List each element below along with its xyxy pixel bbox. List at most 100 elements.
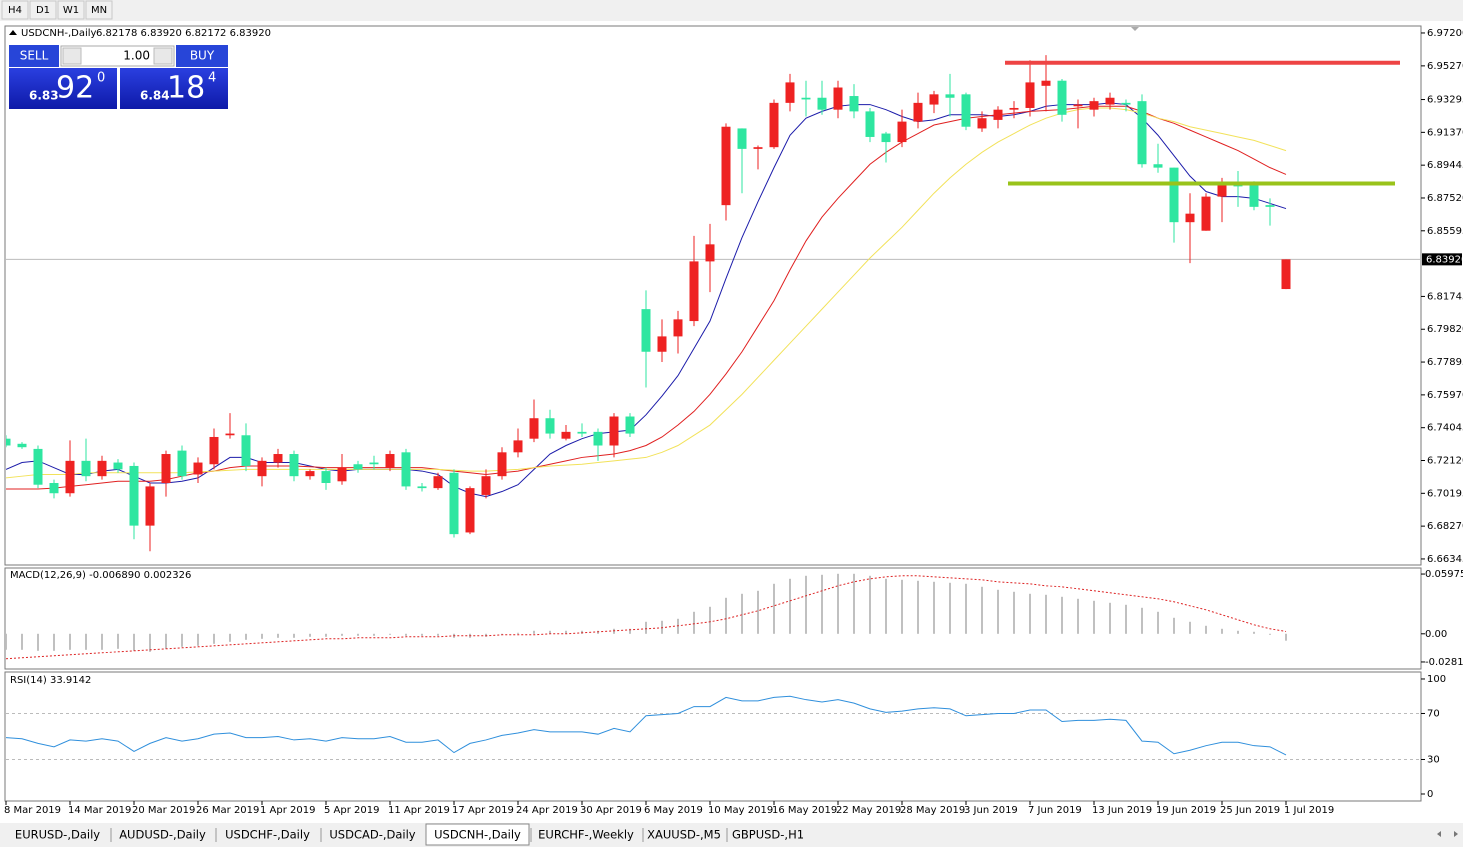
timeframe-label[interactable]: H4	[8, 5, 22, 16]
tab-label[interactable]: USDCAD-,Daily	[329, 828, 415, 842]
tab[interactable]	[6, 826, 109, 844]
ask-box[interactable]	[120, 68, 228, 109]
candle-body	[1137, 101, 1147, 165]
timeframe-label[interactable]: MN	[91, 5, 107, 16]
sell-button[interactable]	[9, 45, 59, 67]
current-price-box	[1422, 253, 1462, 266]
y-tick-label: 0.00	[1425, 629, 1447, 640]
ask-big[interactable]: 6.84	[140, 89, 170, 103]
tab-label[interactable]: AUDUSD-,Daily	[119, 828, 206, 842]
x-tick-label: 22 May 2019	[836, 805, 901, 816]
candle-body	[737, 128, 747, 149]
candle-body	[1089, 101, 1099, 110]
candle-body	[81, 460, 91, 477]
tab[interactable]	[321, 826, 424, 844]
candle-body	[1185, 213, 1195, 223]
x-tick-label: 20 Mar 2019	[132, 805, 195, 816]
current-price-label: 6.83920	[1426, 254, 1463, 265]
bid-big[interactable]: 6.83	[29, 89, 59, 103]
candle-body	[849, 96, 859, 112]
y-tick-label: 6.93295	[1427, 95, 1463, 106]
y-tick-label: 6.72120	[1427, 456, 1463, 467]
y-tick-label: -0.02816	[1425, 657, 1463, 668]
y-tick-label: 6.66345	[1427, 554, 1463, 565]
symbol-title: USDCNH-,Daily	[21, 28, 97, 39]
ask-main[interactable]: 18	[167, 71, 205, 106]
macd-signal	[6, 575, 1287, 660]
candle-body	[641, 309, 651, 352]
candle-body	[593, 431, 603, 446]
candle-body	[1121, 102, 1131, 105]
rsi-label: RSI(14) 33.9142	[10, 675, 91, 686]
x-tick-label: 16 May 2019	[772, 805, 837, 816]
candle-body	[241, 435, 251, 466]
candle-body	[513, 440, 523, 453]
y-tick-label: 30	[1427, 754, 1440, 765]
candle-body	[401, 452, 411, 487]
buy-label[interactable]: BUY	[190, 49, 215, 63]
x-tick-label: 14 Mar 2019	[68, 805, 131, 816]
x-tick-label: 11 Apr 2019	[388, 805, 450, 816]
timeframe-label[interactable]: W1	[63, 5, 79, 16]
lot-input[interactable]	[60, 45, 175, 67]
candle-body	[561, 431, 571, 439]
buy-button[interactable]	[176, 45, 228, 67]
timeframe-button[interactable]	[85, 0, 113, 20]
candle-body	[609, 416, 619, 446]
x-tick-label: 6 May 2019	[644, 805, 703, 816]
ask-pip[interactable]: 4	[208, 71, 216, 86]
candle-body	[913, 102, 923, 122]
y-tick-label: 6.68270	[1427, 521, 1463, 532]
lot-value[interactable]: 1.00	[123, 49, 150, 63]
rsi-line	[6, 695, 1287, 756]
tab-label[interactable]: USDCHF-,Daily	[225, 828, 310, 842]
x-tick-label: 19 Jun 2019	[1156, 805, 1216, 816]
candle-body	[657, 336, 667, 352]
timeframe-button[interactable]	[1, 0, 29, 20]
lot-up[interactable]	[153, 47, 173, 65]
candle-body	[113, 462, 123, 470]
tab-label[interactable]: XAUUSD-,M5	[647, 828, 721, 842]
tab-label[interactable]: GBPUSD-,H1	[732, 828, 804, 842]
bid-box[interactable]	[9, 68, 117, 109]
tab-label[interactable]: EURCHF-,Weekly	[538, 828, 634, 842]
candle-body	[977, 118, 987, 129]
tab[interactable]	[727, 826, 809, 844]
tab[interactable]	[111, 826, 214, 844]
x-tick-label: 1 Jul 2019	[1284, 805, 1334, 816]
lot-down[interactable]	[62, 47, 82, 65]
tab-label[interactable]: USDCNH-,Daily	[434, 828, 521, 842]
x-tick-label: 24 Apr 2019	[516, 805, 578, 816]
candle-body	[769, 102, 779, 148]
x-tick-label: 8 Mar 2019	[4, 805, 61, 816]
y-tick-label: 6.70195	[1427, 488, 1463, 499]
candle-body	[753, 147, 763, 149]
timeframe-button[interactable]	[57, 0, 85, 20]
candle-body	[193, 462, 203, 475]
tab[interactable]	[216, 826, 319, 844]
tab[interactable]	[643, 826, 725, 844]
sell-label[interactable]: SELL	[20, 49, 49, 63]
candle-body	[1265, 205, 1275, 207]
candle-body	[273, 454, 283, 463]
candle-body	[1281, 259, 1291, 290]
bid-main[interactable]: 92	[56, 71, 94, 106]
timeframe-button[interactable]	[29, 0, 57, 20]
candle-body	[529, 418, 539, 439]
candle-body	[161, 454, 171, 484]
candle-body	[801, 97, 811, 100]
candle-body	[961, 94, 971, 127]
y-tick-label: 6.74045	[1427, 423, 1463, 434]
timeframe-label[interactable]: D1	[36, 5, 50, 16]
candle-body	[673, 319, 683, 337]
candle-body	[817, 97, 827, 110]
tab-active[interactable]	[425, 823, 530, 846]
collapse-icon	[9, 30, 17, 35]
candle-body	[65, 460, 75, 494]
tab[interactable]	[531, 826, 641, 844]
bid-pip[interactable]: 0	[97, 71, 105, 86]
tab-label[interactable]: EURUSD-,Daily	[15, 828, 100, 842]
candle-body	[257, 460, 267, 477]
